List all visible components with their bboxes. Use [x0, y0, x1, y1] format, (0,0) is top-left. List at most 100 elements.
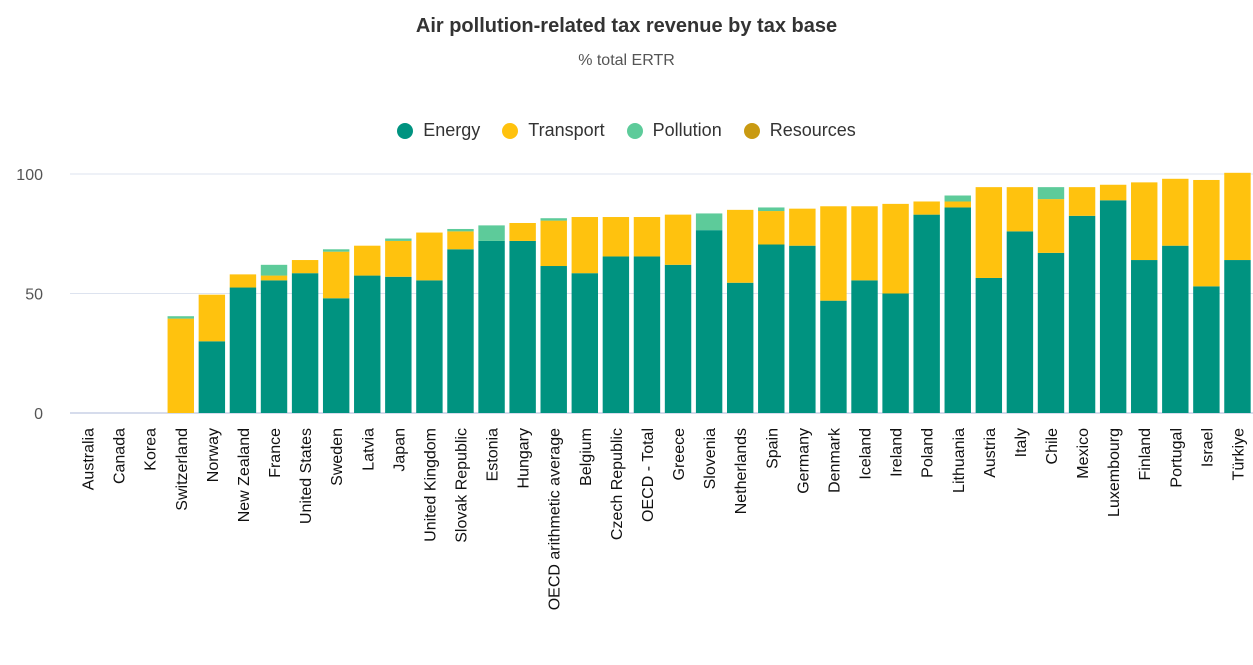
bar-greece-transport[interactable] — [664, 214, 692, 265]
chart-subtitle: % total ERTR — [578, 52, 675, 69]
bar-finland-transport[interactable] — [1131, 182, 1158, 261]
y-tick-label-50: 50 — [25, 287, 43, 304]
bar-finland-energy[interactable] — [1131, 260, 1158, 413]
x-tick-label-iceland: Iceland — [858, 428, 875, 480]
bar-japan-transport[interactable] — [385, 240, 412, 277]
bar-sweden-transport[interactable] — [322, 251, 350, 299]
bar-israel-transport[interactable] — [1193, 179, 1220, 287]
bar-poland-energy[interactable] — [913, 214, 940, 413]
y-tick-label-100: 100 — [16, 167, 43, 184]
bar-united-states-energy[interactable] — [291, 273, 319, 413]
legend-item-energy[interactable]: Energy — [397, 120, 480, 141]
bar-chile-transport[interactable] — [1037, 199, 1065, 253]
bar-hungary-transport[interactable] — [509, 222, 536, 241]
bar-czech-republic-transport[interactable] — [602, 217, 630, 257]
bar-lithuania-pollution[interactable] — [944, 195, 971, 202]
bar-austria-transport[interactable] — [975, 187, 1003, 278]
x-tick-label-estonia: Estonia — [485, 428, 502, 481]
bar-switzerland-pollution[interactable] — [167, 316, 194, 319]
bar-netherlands-transport[interactable] — [726, 209, 754, 283]
bar-denmark-transport[interactable] — [820, 206, 847, 301]
bar-israel-energy[interactable] — [1193, 286, 1220, 413]
bar-spain-transport[interactable] — [758, 211, 785, 245]
bar-chile-pollution[interactable] — [1037, 187, 1065, 200]
bar-lithuania-transport[interactable] — [944, 201, 971, 208]
bar-germany-energy[interactable] — [789, 245, 816, 413]
bar-japan-pollution[interactable] — [385, 238, 412, 241]
bar-latvia-energy[interactable] — [354, 275, 381, 413]
legend-label-transport: Transport — [528, 120, 605, 140]
bar-spain-pollution[interactable] — [758, 207, 785, 212]
bar-ireland-energy[interactable] — [882, 293, 909, 414]
bar-france-transport[interactable] — [260, 275, 288, 281]
bar-italy-energy[interactable] — [1006, 231, 1034, 413]
bar-united-states-transport[interactable] — [291, 260, 319, 274]
x-tick-label-latvia: Latvia — [360, 428, 377, 471]
bar-norway-transport[interactable] — [198, 294, 226, 342]
x-tick-label-switzerland: Switzerland — [174, 428, 191, 511]
bar-lithuania-energy[interactable] — [944, 207, 971, 413]
bar-switzerland-transport[interactable] — [167, 318, 194, 413]
x-tick-label-oecd-total: OECD - Total — [640, 428, 657, 522]
bar-mexico-transport[interactable] — [1068, 187, 1096, 216]
bar-united-kingdom-energy[interactable] — [416, 280, 443, 413]
bar-sweden-energy[interactable] — [322, 298, 350, 413]
bar-luxembourg-transport[interactable] — [1099, 184, 1127, 201]
bar-austria-energy[interactable] — [975, 277, 1003, 413]
bar-new-zealand-energy[interactable] — [229, 287, 257, 413]
x-tick-label-korea: Korea — [143, 428, 160, 471]
bar-latvia-transport[interactable] — [354, 245, 381, 276]
bar-t-rkiye-transport[interactable] — [1224, 172, 1251, 261]
bar-france-energy[interactable] — [260, 280, 288, 413]
bar-portugal-transport[interactable] — [1162, 178, 1189, 246]
legend-item-pollution[interactable]: Pollution — [626, 120, 722, 141]
x-tick-label-slovenia: Slovenia — [702, 428, 719, 489]
bar-portugal-energy[interactable] — [1162, 245, 1189, 413]
bar-mexico-energy[interactable] — [1068, 215, 1096, 413]
x-tick-label-slovak-republic: Slovak Republic — [453, 428, 470, 543]
bar-iceland-transport[interactable] — [851, 206, 878, 281]
legend-swatch-resources — [743, 122, 760, 139]
bar-germany-transport[interactable] — [789, 208, 816, 246]
bar-estonia-energy[interactable] — [478, 240, 505, 413]
bar-slovak-republic-transport[interactable] — [447, 231, 474, 250]
x-tick-label-lithuania: Lithuania — [951, 428, 968, 493]
bar-hungary-energy[interactable] — [509, 240, 536, 413]
bar-norway-energy[interactable] — [198, 341, 226, 413]
bar-luxembourg-energy[interactable] — [1099, 200, 1127, 413]
bar-iceland-energy[interactable] — [851, 280, 878, 413]
bar-sweden-pollution[interactable] — [322, 249, 350, 252]
bar-spain-energy[interactable] — [758, 244, 785, 413]
bar-estonia-pollution[interactable] — [478, 225, 505, 241]
bar-belgium-energy[interactable] — [571, 273, 599, 413]
bar-netherlands-energy[interactable] — [726, 282, 754, 413]
bar-t-rkiye-energy[interactable] — [1224, 260, 1251, 413]
legend: Energy Transport Pollution Resources — [0, 120, 1253, 141]
bar-oecd-total-transport[interactable] — [633, 217, 661, 257]
bar-italy-transport[interactable] — [1006, 187, 1034, 232]
bar-new-zealand-transport[interactable] — [229, 274, 257, 288]
x-tick-label-luxembourg: Luxembourg — [1106, 428, 1123, 517]
bar-united-kingdom-transport[interactable] — [416, 232, 443, 281]
bar-czech-republic-energy[interactable] — [602, 256, 630, 413]
bar-oecd-arithmetic-average-pollution[interactable] — [540, 218, 567, 221]
bar-ireland-transport[interactable] — [882, 203, 909, 294]
bar-slovak-republic-energy[interactable] — [447, 249, 474, 413]
x-tick-label-t-rkiye: Türkiye — [1230, 428, 1247, 481]
legend-item-resources[interactable]: Resources — [743, 120, 856, 141]
bar-oecd-arithmetic-average-energy[interactable] — [540, 266, 567, 413]
bar-belgium-transport[interactable] — [571, 217, 599, 274]
bar-oecd-total-energy[interactable] — [633, 256, 661, 413]
bar-slovenia-pollution[interactable] — [695, 213, 723, 231]
bar-japan-energy[interactable] — [385, 276, 412, 413]
bar-chile-energy[interactable] — [1037, 252, 1065, 413]
bar-slovenia-energy[interactable] — [695, 230, 723, 413]
bar-france-pollution[interactable] — [260, 264, 288, 276]
legend-item-transport[interactable]: Transport — [502, 120, 605, 141]
bar-greece-energy[interactable] — [664, 264, 692, 413]
bar-poland-transport[interactable] — [913, 201, 940, 215]
bar-oecd-arithmetic-average-transport[interactable] — [540, 220, 567, 267]
bar-slovak-republic-pollution[interactable] — [447, 228, 474, 232]
bar-denmark-energy[interactable] — [820, 300, 847, 413]
y-tick-label-0: 0 — [34, 406, 43, 423]
